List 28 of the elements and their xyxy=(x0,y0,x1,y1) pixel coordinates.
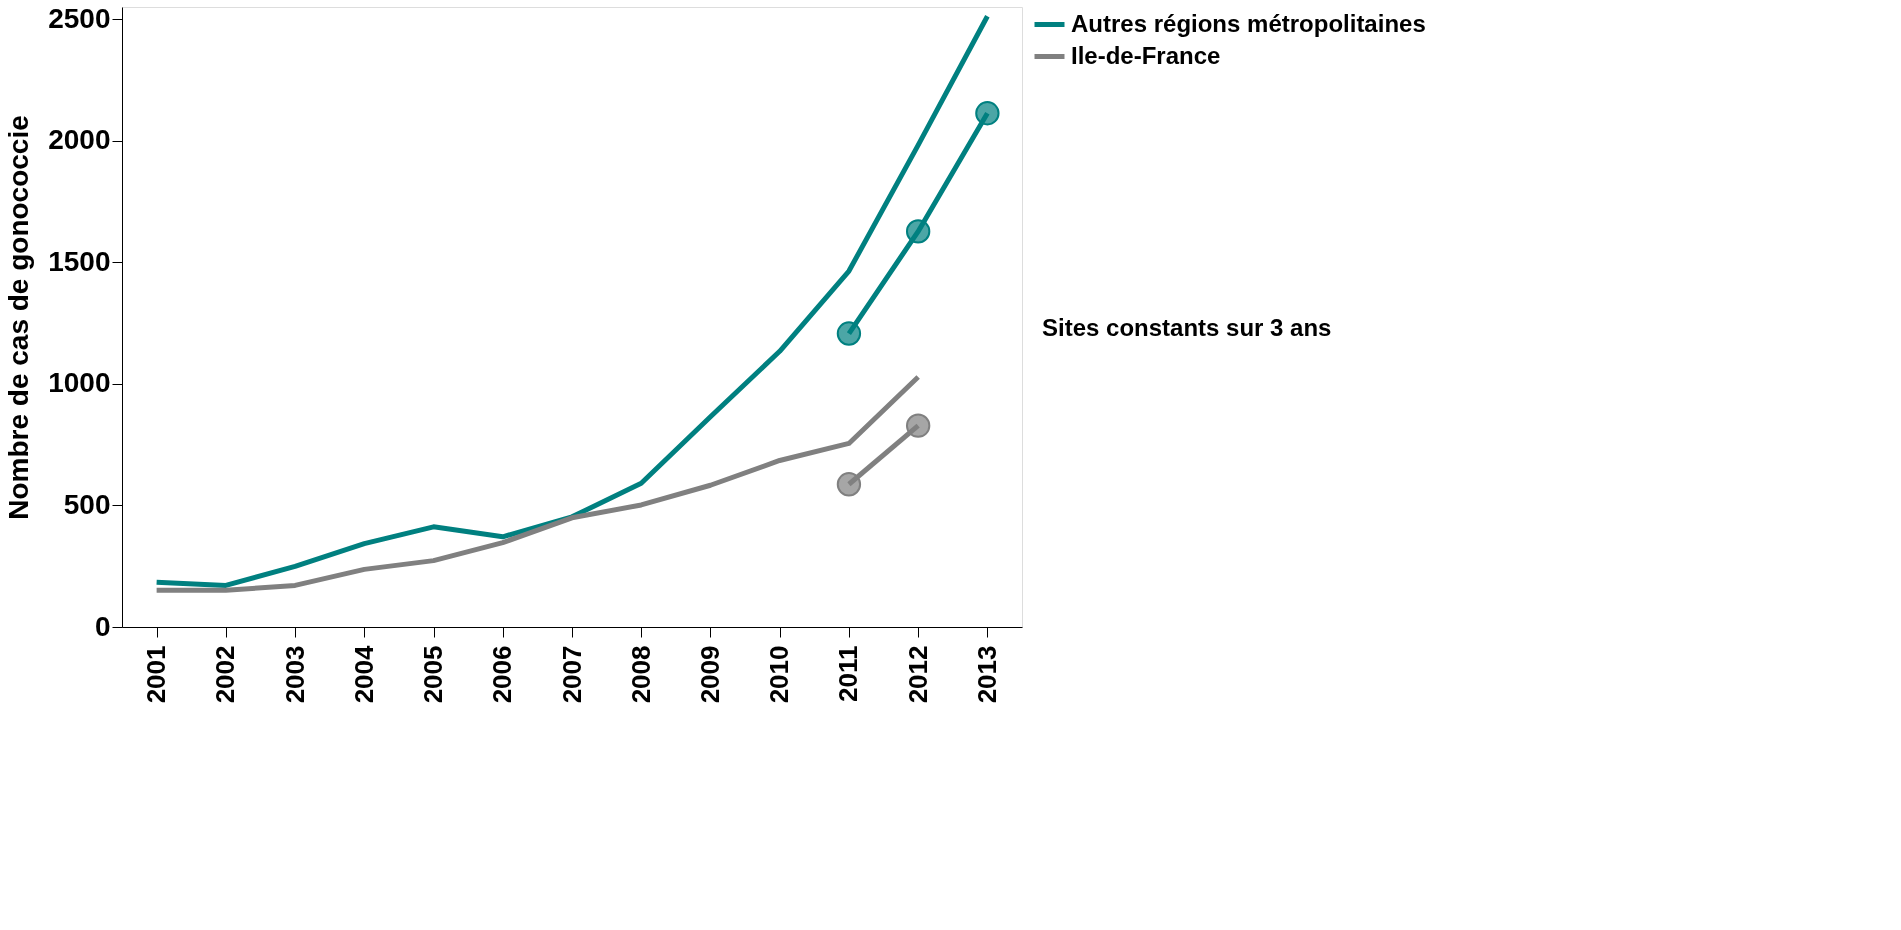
point xyxy=(975,101,1000,126)
x-tick-label: 2001 xyxy=(141,645,172,704)
y-tick-label: 2000 xyxy=(48,124,111,156)
x-tick-label: 2006 xyxy=(487,645,518,704)
legend-label: Autres régions métropolitaines xyxy=(1071,9,1426,37)
y-tick-label: 1500 xyxy=(48,245,111,277)
point xyxy=(836,321,862,346)
y-tick-label: 1000 xyxy=(48,367,111,399)
text: Sites constants sur 3 ans xyxy=(1042,314,1332,341)
x-tick-label: 2004 xyxy=(348,644,379,704)
x-tick-label: 2005 xyxy=(418,645,449,704)
legend-label: Ile-de-France xyxy=(1071,41,1221,69)
point xyxy=(905,219,931,244)
x-tick-label: 2012 xyxy=(902,645,933,704)
y-tick-label: 500 xyxy=(63,488,111,520)
y-tick-label: 0 xyxy=(94,610,111,642)
x-tick-label: 2003 xyxy=(279,645,310,704)
x-tick-label: 2002 xyxy=(210,645,241,704)
point xyxy=(905,413,931,438)
x-tick-label: 2009 xyxy=(694,645,725,704)
x-tick-label: 2007 xyxy=(556,645,587,704)
y-tick-label: 2500 xyxy=(48,2,111,34)
x-tick-label: 2008 xyxy=(625,645,656,704)
x-tick-label: 2011 xyxy=(833,645,864,702)
x-tick-label: 2010 xyxy=(764,645,795,704)
y-axis-title: Nombre de cas de gonococcie xyxy=(3,115,35,520)
point xyxy=(836,472,862,497)
x-tick-label: 2013 xyxy=(971,645,1002,704)
